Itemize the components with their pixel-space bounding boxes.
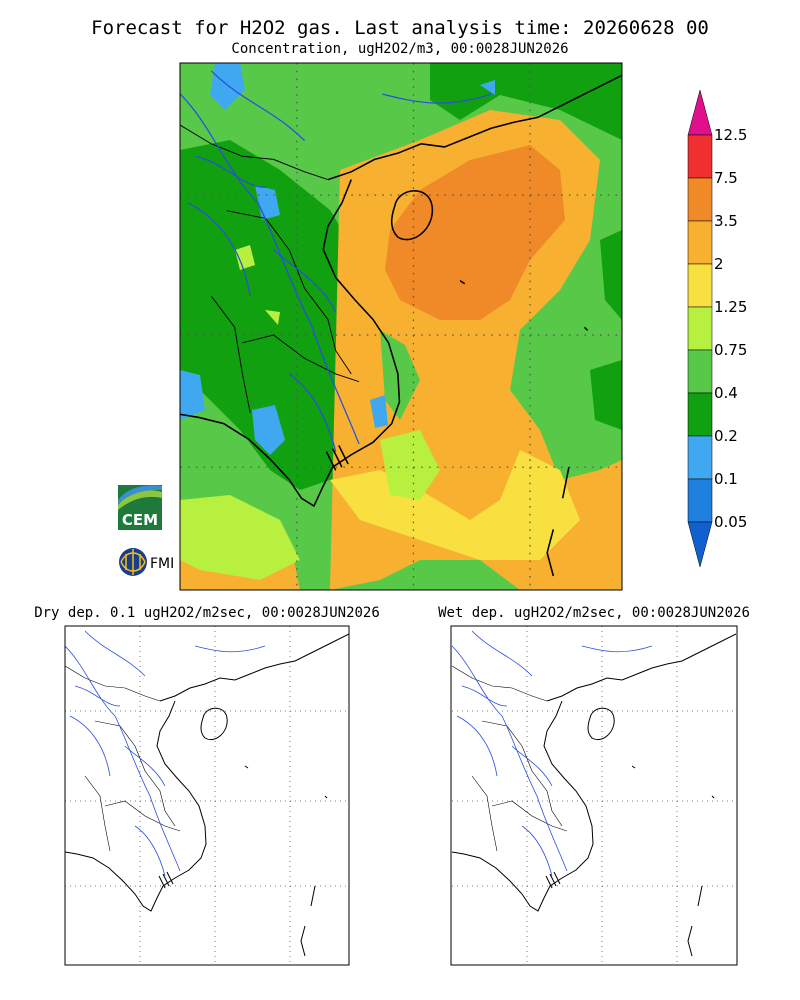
panel-title: Wet dep. ugH2O2/m2sec, 00:0028JUN2026: [438, 605, 750, 621]
colorbar-segment: [687, 134, 713, 179]
colorbar-segment: [687, 349, 713, 394]
fmi-logo: FMI: [119, 548, 174, 576]
colorbar-label: 1.25: [714, 298, 747, 316]
panel-title: Dry dep. 0.1 ugH2O2/m2sec, 00:0028JUN202…: [34, 605, 380, 621]
colorbar-segment: [687, 220, 713, 265]
colorbar-label: 2: [714, 255, 724, 273]
colorbar-segment: [687, 306, 713, 351]
colorbar-label: 0.4: [714, 384, 738, 402]
main-map: [179, 62, 623, 591]
colorbar-label: 0.75: [714, 341, 747, 359]
colorbar-label: 0.2: [714, 427, 738, 445]
colorbar-cap: [687, 89, 713, 136]
dry-dep-panel: Dry dep. 0.1 ugH2O2/m2sec, 00:0028JUN202…: [34, 605, 380, 966]
colorbar-segment: [687, 263, 713, 308]
title: Forecast for H2O2 gas. Last analysis tim…: [91, 17, 709, 39]
logo-text: CEM: [122, 511, 158, 529]
colorbar-cap: [687, 521, 713, 568]
colorbar-label: 7.5: [714, 169, 738, 187]
cem-logo: CEM: [118, 485, 162, 530]
colorbar-label: 0.05: [714, 513, 747, 531]
colorbar: 12.5 7.5 3.5 2 1.25 0.75 0.4 0.2 0.1 0.05: [687, 89, 747, 568]
colorbar-label: 0.1: [714, 470, 738, 488]
subtitle: Concentration, ugH2O2/m3, 00:0028JUN2026: [231, 41, 568, 57]
colorbar-segment: [687, 177, 713, 222]
colorbar-label: 3.5: [714, 212, 738, 230]
wet-dep-panel: Wet dep. ugH2O2/m2sec, 00:0028JUN2026: [438, 605, 750, 966]
logo-text: FMI: [150, 556, 174, 572]
colorbar-segment: [687, 435, 713, 480]
colorbar-segment: [687, 478, 713, 523]
colorbar-label: 12.5: [714, 126, 747, 144]
colorbar-segment: [687, 392, 713, 437]
